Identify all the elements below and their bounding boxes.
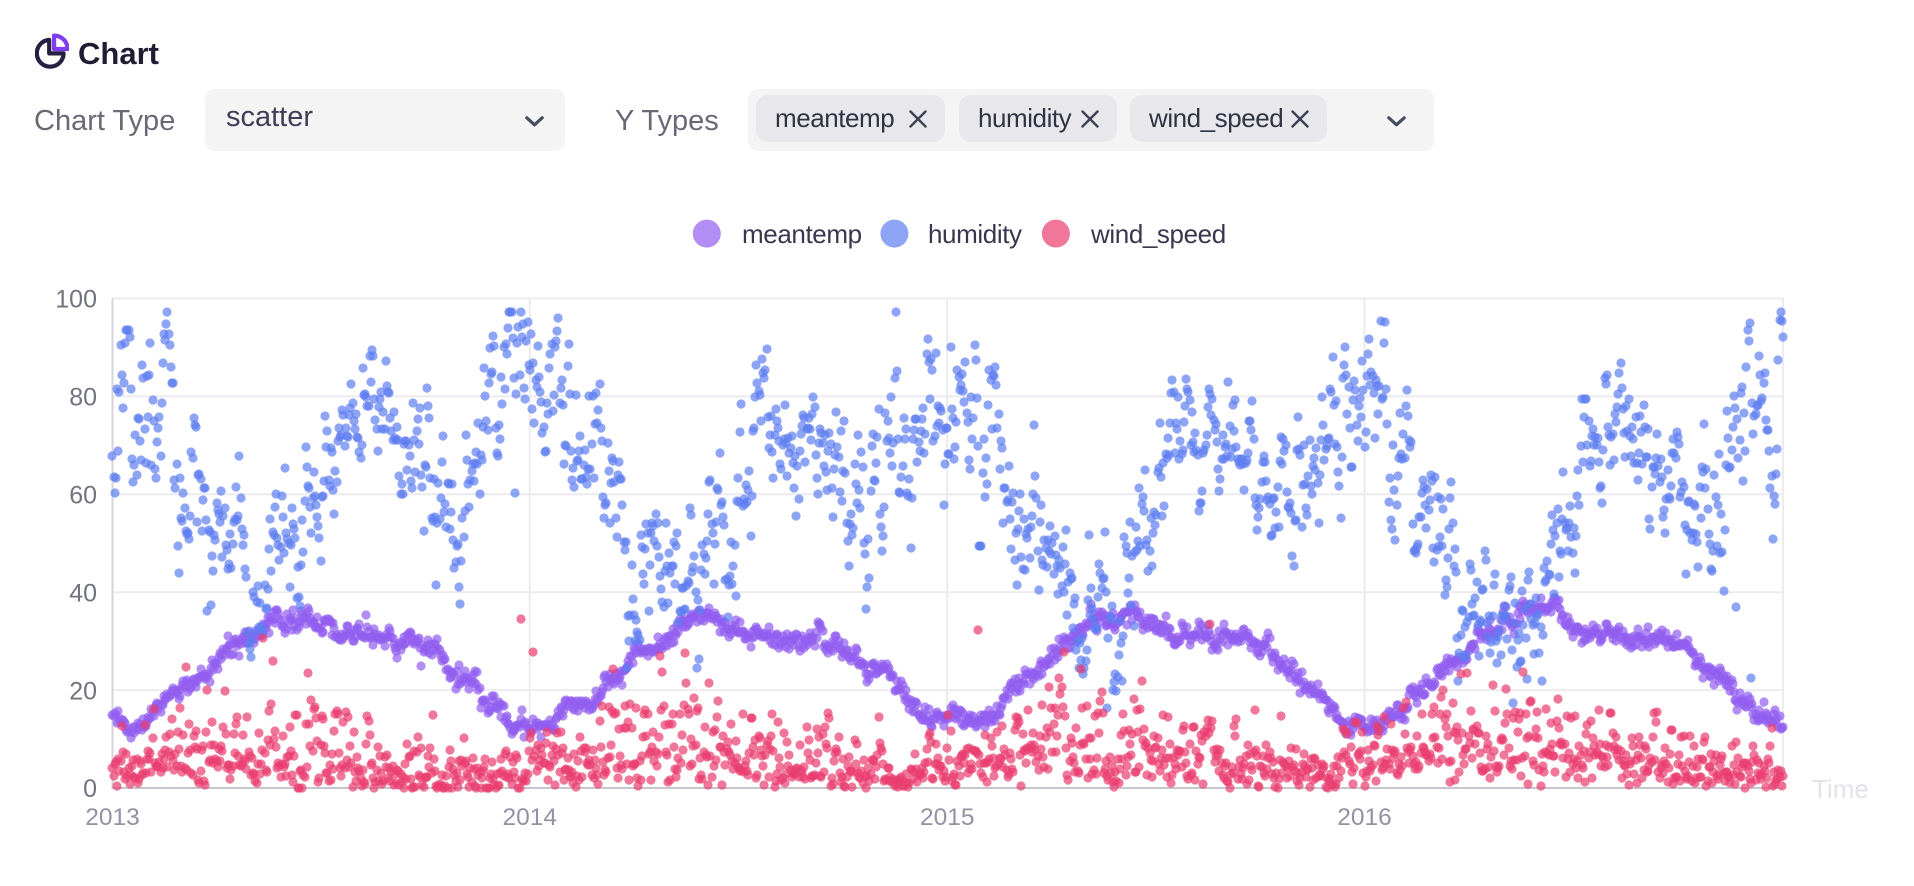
- svg-text:40: 40: [69, 579, 97, 607]
- svg-text:2013: 2013: [85, 804, 140, 831]
- svg-text:80: 80: [69, 384, 97, 412]
- svg-text:20: 20: [69, 677, 97, 705]
- svg-text:meantemp: meantemp: [742, 219, 862, 249]
- svg-text:100: 100: [55, 286, 97, 314]
- svg-text:0: 0: [83, 775, 97, 803]
- svg-text:humidity: humidity: [928, 219, 1022, 249]
- svg-text:2014: 2014: [503, 804, 558, 831]
- svg-text:2015: 2015: [920, 804, 975, 831]
- svg-text:2016: 2016: [1337, 804, 1392, 831]
- svg-text:wind_speed: wind_speed: [1090, 219, 1226, 249]
- svg-text:60: 60: [69, 482, 97, 510]
- svg-text:Time: Time: [1812, 774, 1869, 804]
